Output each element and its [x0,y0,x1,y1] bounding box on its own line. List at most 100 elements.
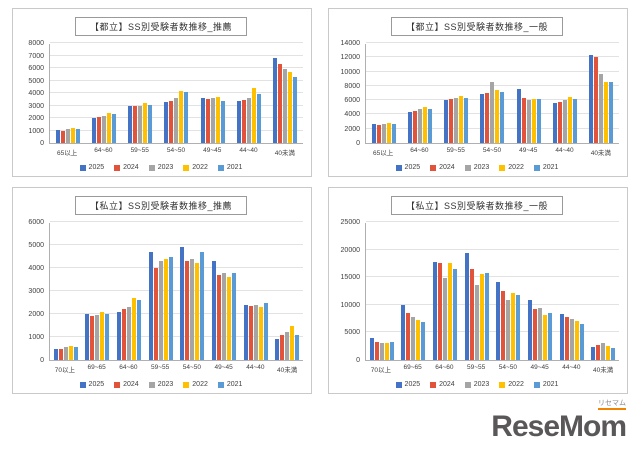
bar-2024 [169,100,174,143]
bar-2024 [596,345,601,360]
legend-item: 2025 [79,381,104,388]
x-category-label: 70以上 [370,367,391,374]
legend-item: 2025 [79,164,105,171]
y-tick-label: 1000 [28,334,44,341]
bar-2022 [423,107,428,143]
bar-2021 [295,334,300,360]
bar-2025 [92,118,97,143]
bar-groups [366,44,619,143]
bar-2023 [506,300,511,360]
x-category-label: 70以上 [54,367,75,374]
chart-panel-metro-general: 【都立】SS別受験者数推移_一般 0 2000 4000 6000 8000 10000 1… [328,8,628,177]
bar-2022 [574,321,579,360]
x-category-label: 49~45 [214,364,233,371]
bar-2023 [158,261,163,360]
bar-group [438,44,474,143]
y-tick-label: 6000 [28,219,44,226]
bar-2021 [579,323,584,360]
bar-2023 [127,307,132,360]
legend-label: 2021 [542,164,559,171]
bar-2025 [117,311,122,360]
bar-2022 [387,123,392,143]
legend-label: 2025 [88,164,105,171]
legend-swatch [430,381,437,388]
bar-group [240,223,272,360]
bar-group [524,223,556,360]
y-tick-label: 20000 [340,246,360,254]
x-category-label: 40未満 [590,150,611,157]
gridline [50,267,303,268]
y-tick-label: 7000 [28,52,44,60]
bar-2022 [258,307,263,360]
bar-group [398,223,430,360]
bar-2022 [384,342,389,360]
bar-2025 [588,55,593,143]
bar-2025 [53,348,58,360]
bar-2024 [216,274,221,360]
x-category-label: 49~45 [530,364,549,371]
chart-panel-metro-recommendation: 【都立】SS別受験者数推移_推薦 0 1000 2000 3000 4000 5000 60… [12,8,312,177]
gridline [50,336,303,337]
x-category-label: 54~50 [182,364,201,371]
bar-group [86,44,122,143]
bar-2024 [122,309,127,360]
legend-swatch [114,381,121,388]
bar-2021 [105,314,110,360]
bar-2025 [464,253,469,360]
bar-2023 [285,332,290,360]
bar-2023 [601,343,606,360]
bar-2022 [100,311,105,360]
legend-item: 2021 [533,164,559,171]
x-category-label: 59~55 [150,364,170,371]
bar-2024 [185,261,190,360]
y-tick-label: 8000 [344,82,360,90]
bar-2022 [290,325,295,360]
y-axis-spacer [335,361,365,374]
legend-label: 2023 [473,381,490,388]
bar-2022 [448,262,453,360]
legend-label: 2024 [123,381,139,388]
y-tick-label: 1000 [28,127,44,135]
bar-2022 [416,320,421,360]
legend-item: 2022 [183,381,208,388]
bar-2024 [377,125,382,143]
bar-2022 [195,263,200,360]
legend-swatch [395,164,402,171]
bar-2023 [569,319,574,360]
bar-2021 [453,269,458,360]
legend-swatch [464,381,471,388]
y-tick-label: 3000 [28,288,44,295]
bar-2021 [200,251,205,360]
chart-legend: 2025 2024 2023 2022 2021 [19,381,303,388]
gridline [366,303,619,305]
bar-2024 [153,268,158,360]
bar-group [113,223,145,360]
x-category-label: 65以上 [373,150,394,157]
x-category-label: 44~40 [239,147,258,154]
y-axis: 0 1000 2000 3000 4000 5000 6000 7000 8000 [19,40,49,147]
bar-2021 [231,272,236,360]
bar-2022 [495,90,500,143]
legend-swatch [395,381,402,388]
bar-2025 [401,304,406,360]
legend-swatch [79,164,86,171]
bar-2025 [211,261,216,360]
x-category-label: 64~60 [435,364,454,371]
y-axis-spacer [335,144,365,157]
legend-item: 2021 [217,164,242,171]
bar-2023 [418,108,423,143]
y-tick-label: 6000 [344,97,360,105]
chart-legend: 2025 2024 2023 2022 2021 [335,164,619,171]
bar-group [271,223,303,360]
legend-label: 2025 [404,381,421,388]
bar-group [493,223,525,360]
legend-item: 2024 [114,164,139,171]
y-tick-label: 5000 [344,329,360,337]
legend-label: 2022 [508,164,524,171]
legend-item: 2022 [499,164,524,171]
x-category-label: 54~50 [166,147,186,154]
bar-2022 [163,258,168,360]
bar-2023 [537,307,542,360]
bar-2021 [256,93,261,143]
legend-item: 2024 [430,381,455,388]
